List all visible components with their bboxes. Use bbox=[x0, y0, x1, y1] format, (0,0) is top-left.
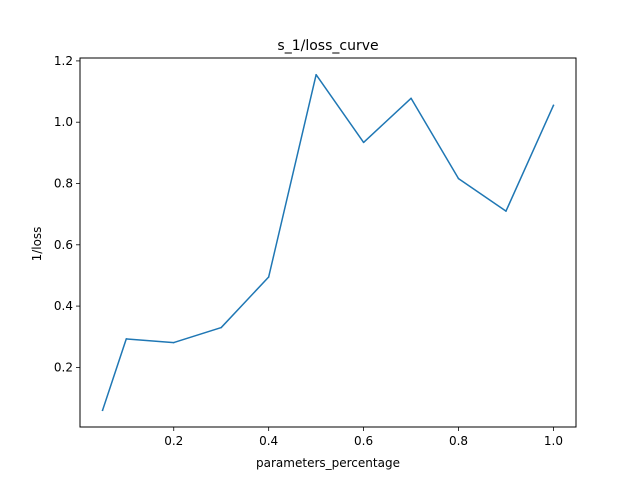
y-axis-label: 1/loss bbox=[30, 227, 44, 262]
data-point bbox=[362, 141, 365, 144]
data-point bbox=[267, 276, 270, 278]
data-point bbox=[172, 341, 175, 344]
y-tick-label: 1.0 bbox=[54, 115, 73, 129]
y-tick-label: 0.6 bbox=[54, 238, 73, 252]
x-tick-label: 0.8 bbox=[449, 434, 468, 448]
x-tick-label: 0.4 bbox=[259, 434, 278, 448]
series-layer bbox=[101, 73, 555, 412]
data-point bbox=[410, 97, 412, 100]
chart-title: s_1/loss_curve bbox=[277, 38, 378, 54]
y-axis-ticks: 0.2 0.4 0.6 0.8 1.0 1.2 bbox=[54, 54, 80, 374]
data-point bbox=[552, 104, 555, 107]
x-axis-ticks: 0.2 0.4 0.6 0.8 1.0 bbox=[164, 427, 563, 448]
y-tick-label: 0.4 bbox=[54, 299, 73, 313]
y-tick-label: 0.2 bbox=[54, 360, 73, 374]
x-tick-label: 0.6 bbox=[354, 434, 373, 448]
x-tick-label: 1.0 bbox=[544, 434, 563, 448]
y-tick-label: 1.2 bbox=[54, 54, 73, 68]
y-tick-label: 0.8 bbox=[54, 177, 73, 191]
data-point bbox=[125, 338, 128, 340]
data-point bbox=[457, 177, 460, 180]
x-tick-label: 0.2 bbox=[164, 434, 183, 448]
data-point bbox=[101, 409, 104, 412]
x-axis-label: parameters_percentage bbox=[256, 456, 400, 470]
data-point bbox=[220, 326, 222, 329]
data-point bbox=[315, 73, 317, 76]
data-point bbox=[505, 210, 507, 212]
axes-frame bbox=[79, 57, 577, 428]
